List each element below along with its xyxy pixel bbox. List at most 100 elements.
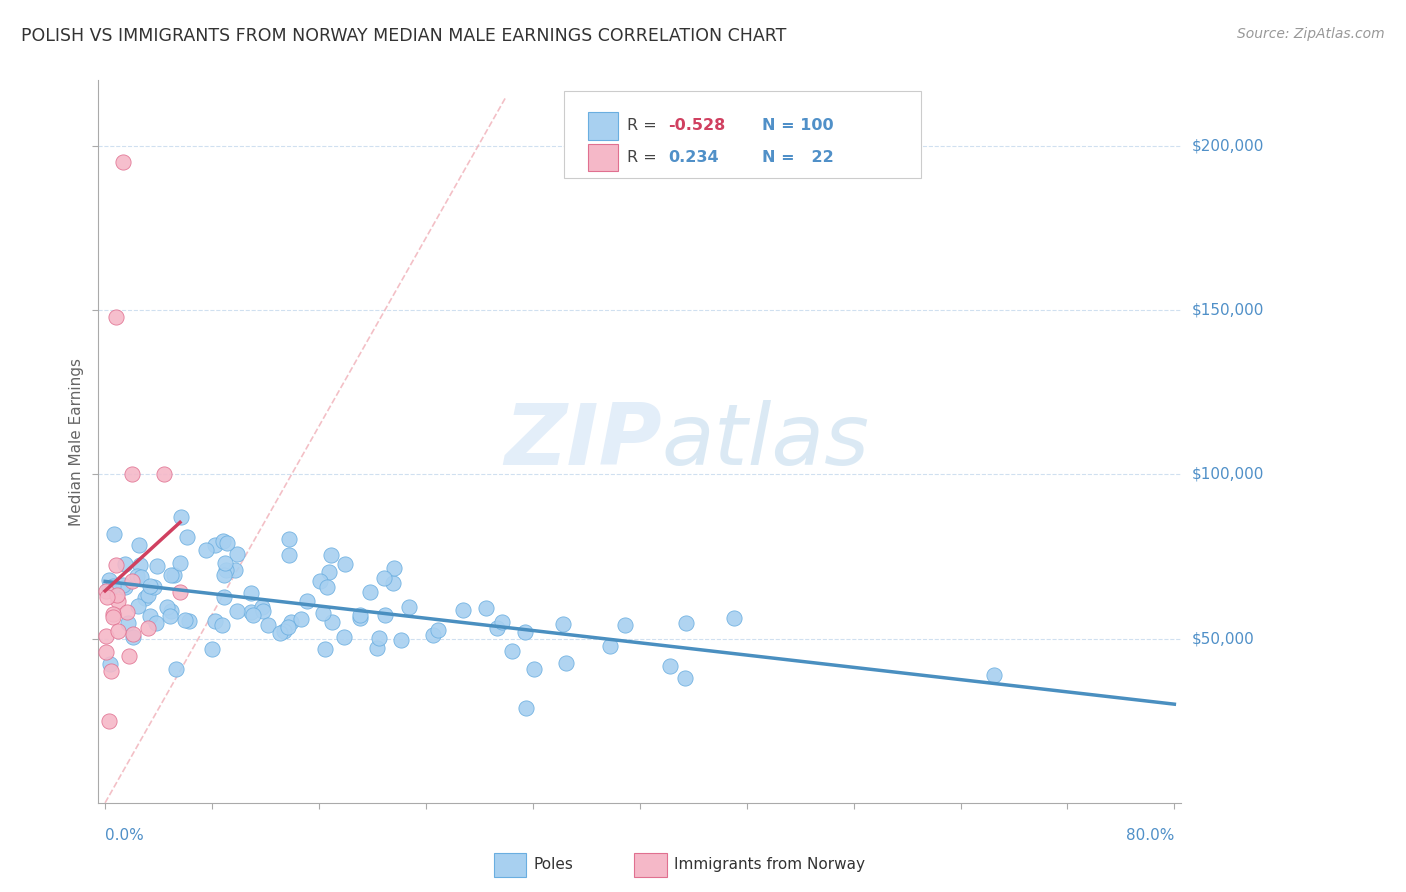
- Text: POLISH VS IMMIGRANTS FROM NORWAY MEDIAN MALE EARNINGS CORRELATION CHART: POLISH VS IMMIGRANTS FROM NORWAY MEDIAN …: [21, 27, 786, 45]
- Point: [114, 557, 136, 571]
- Point: [101, 610, 124, 624]
- Point: [204, 614, 226, 628]
- Point: [212, 568, 235, 582]
- Point: [105, 588, 128, 602]
- Point: [170, 509, 193, 524]
- Point: [173, 614, 195, 628]
- Point: [239, 605, 262, 619]
- Bar: [634, 853, 666, 877]
- Point: [98, 573, 121, 587]
- Text: Immigrants from Norway: Immigrants from Norway: [675, 856, 865, 871]
- Point: [114, 580, 136, 594]
- Point: [366, 640, 388, 655]
- Point: [211, 533, 233, 548]
- Point: [257, 618, 280, 632]
- Point: [118, 648, 141, 663]
- Text: R =: R =: [627, 150, 666, 165]
- Point: [485, 621, 508, 635]
- Point: [159, 608, 181, 623]
- Text: ZIP: ZIP: [503, 400, 661, 483]
- Point: [127, 599, 149, 614]
- Text: -0.528: -0.528: [668, 119, 725, 133]
- Point: [422, 628, 444, 642]
- Point: [349, 611, 371, 625]
- Point: [555, 656, 578, 670]
- Point: [134, 591, 156, 606]
- Point: [136, 621, 159, 635]
- Point: [125, 568, 148, 582]
- Point: [501, 643, 523, 657]
- Point: [374, 607, 396, 622]
- Point: [101, 579, 124, 593]
- Point: [145, 616, 167, 631]
- Point: [105, 558, 128, 572]
- Point: [277, 620, 299, 634]
- Bar: [588, 112, 619, 139]
- Point: [280, 615, 302, 630]
- Point: [201, 642, 224, 657]
- Point: [321, 615, 343, 629]
- Point: [515, 701, 537, 715]
- Point: [129, 570, 152, 584]
- Point: [240, 586, 263, 600]
- Point: [215, 536, 238, 550]
- Point: [349, 608, 371, 623]
- Point: [204, 538, 226, 552]
- Point: [96, 645, 118, 659]
- Point: [104, 310, 127, 324]
- Point: [475, 600, 498, 615]
- Point: [214, 556, 236, 570]
- Point: [723, 611, 745, 625]
- Point: [121, 467, 143, 482]
- Point: [152, 467, 174, 482]
- Point: [359, 584, 381, 599]
- Point: [225, 547, 247, 561]
- Point: [224, 564, 246, 578]
- Text: $50,000: $50,000: [1192, 632, 1256, 646]
- Point: [599, 640, 621, 654]
- Point: [290, 611, 312, 625]
- Point: [426, 623, 449, 637]
- Point: [278, 532, 301, 546]
- Point: [391, 632, 413, 647]
- Point: [373, 571, 395, 585]
- Point: [98, 582, 121, 596]
- Point: [312, 606, 335, 620]
- Point: [96, 591, 118, 605]
- Point: [242, 607, 264, 622]
- Text: $150,000: $150,000: [1192, 302, 1264, 318]
- Point: [117, 616, 139, 631]
- Point: [335, 557, 357, 571]
- Text: N = 100: N = 100: [762, 119, 834, 133]
- Point: [983, 668, 1005, 682]
- Point: [176, 530, 198, 544]
- Point: [96, 584, 118, 599]
- Point: [211, 617, 233, 632]
- Point: [398, 600, 420, 615]
- Point: [318, 565, 340, 579]
- Point: [97, 714, 120, 729]
- Point: [278, 548, 301, 562]
- Point: [107, 624, 129, 638]
- Y-axis label: Median Male Earnings: Median Male Earnings: [69, 358, 84, 525]
- Point: [659, 659, 682, 673]
- Point: [252, 599, 274, 614]
- Point: [673, 671, 696, 685]
- Point: [382, 561, 405, 575]
- Point: [142, 580, 165, 594]
- Point: [169, 585, 191, 599]
- Point: [98, 657, 121, 671]
- Point: [122, 630, 145, 644]
- Point: [491, 615, 513, 629]
- Point: [160, 604, 183, 618]
- Point: [551, 617, 574, 632]
- Text: atlas: atlas: [661, 400, 869, 483]
- Point: [107, 594, 129, 608]
- Point: [214, 563, 236, 577]
- Point: [226, 604, 249, 618]
- Bar: [588, 144, 619, 171]
- Point: [160, 568, 183, 582]
- FancyBboxPatch shape: [564, 91, 921, 178]
- Point: [165, 662, 187, 676]
- Point: [269, 625, 291, 640]
